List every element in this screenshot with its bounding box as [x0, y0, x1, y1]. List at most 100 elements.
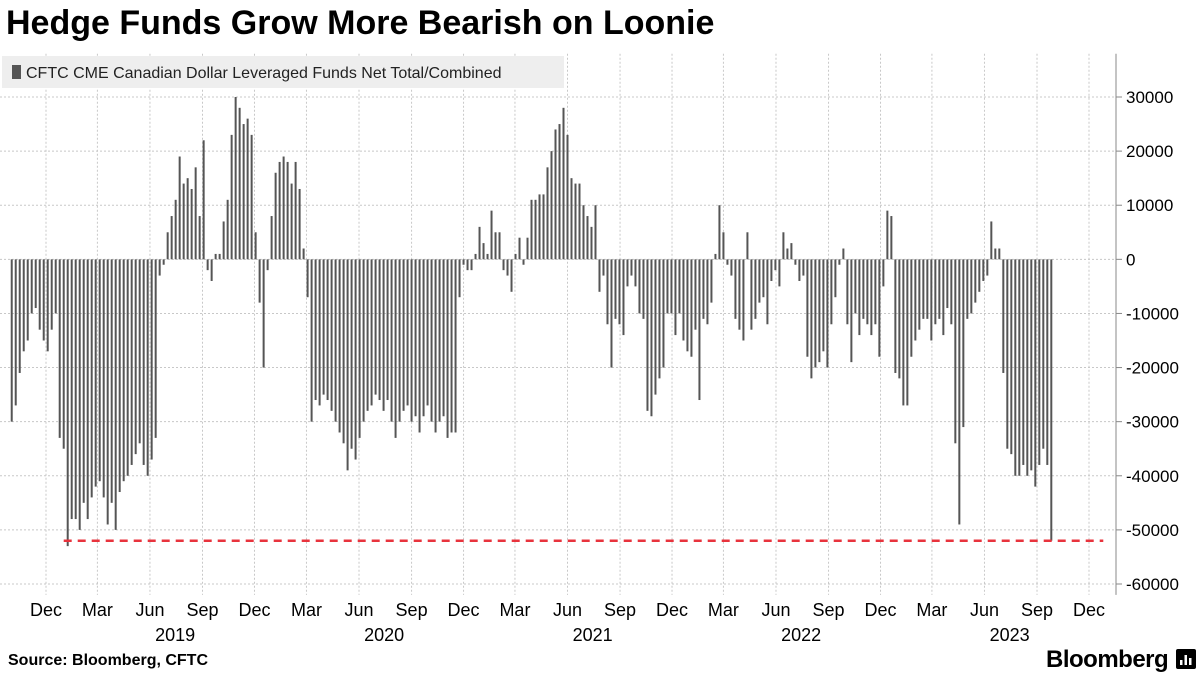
bar	[958, 259, 961, 525]
bar	[738, 259, 741, 330]
bar	[434, 259, 437, 433]
bar	[998, 248, 1001, 260]
bar	[702, 259, 705, 319]
bar	[890, 216, 893, 260]
bar	[22, 259, 25, 352]
legend-label: CFTC CME Canadian Dollar Leveraged Funds…	[26, 65, 501, 82]
y-tick-label: -60000	[1126, 575, 1179, 594]
bar	[722, 232, 725, 260]
bar	[954, 259, 957, 444]
bar	[410, 259, 413, 422]
bar	[670, 259, 673, 314]
bar	[58, 259, 61, 438]
bar	[506, 259, 509, 276]
bar	[398, 259, 401, 422]
x-tick-label: Sep	[1021, 600, 1053, 620]
bar	[942, 259, 945, 336]
y-axis: 30000 20000 10000 0 -10000 -20000 -30000 -40000…	[1115, 53, 1179, 595]
bar	[666, 259, 669, 314]
bar	[974, 259, 977, 303]
bar	[910, 259, 913, 357]
bar	[486, 253, 489, 260]
bar	[30, 259, 33, 314]
bar	[566, 134, 569, 260]
bar	[634, 259, 637, 287]
bar	[758, 259, 761, 303]
bar	[482, 243, 485, 260]
bar	[638, 259, 641, 314]
bar	[358, 259, 361, 438]
bar	[982, 259, 985, 281]
bar	[930, 259, 933, 341]
bar	[678, 259, 681, 314]
bar	[630, 259, 633, 276]
x-tick-label: Jun	[553, 600, 582, 620]
bar	[386, 259, 389, 401]
bar	[122, 259, 125, 482]
bar	[402, 259, 405, 411]
bar	[986, 259, 989, 276]
bar	[558, 124, 561, 260]
y-tick-label: -30000	[1126, 413, 1179, 432]
bar	[1042, 259, 1045, 449]
bar	[54, 259, 57, 314]
bar	[798, 259, 801, 281]
bar	[646, 259, 649, 411]
bar	[918, 259, 921, 330]
bar	[618, 259, 621, 325]
bar	[962, 259, 965, 428]
bar	[750, 259, 753, 330]
bar	[466, 259, 469, 271]
bar	[770, 259, 773, 281]
bar	[246, 118, 249, 260]
bar	[858, 259, 861, 336]
bar	[534, 199, 537, 260]
bar	[346, 259, 349, 471]
bar	[894, 259, 897, 373]
bar	[206, 259, 209, 271]
bar	[126, 259, 129, 476]
bar	[382, 259, 385, 411]
bar	[582, 205, 585, 260]
legend-background	[2, 56, 564, 88]
bar	[266, 259, 269, 271]
bar	[614, 259, 617, 319]
bar	[394, 259, 397, 438]
bar	[510, 259, 513, 292]
bar	[698, 259, 701, 401]
bar	[138, 259, 141, 444]
bar	[746, 232, 749, 260]
bar	[906, 259, 909, 406]
bar	[626, 259, 629, 287]
bar	[166, 232, 169, 260]
bar	[1034, 259, 1037, 487]
bar	[158, 259, 161, 276]
bar	[694, 259, 697, 330]
x-year-label: 2021	[573, 625, 613, 645]
bar	[250, 134, 253, 260]
bar	[526, 237, 529, 260]
bar	[198, 216, 201, 260]
bar	[350, 259, 353, 449]
bar	[106, 259, 109, 525]
bar	[814, 259, 817, 368]
legend: CFTC CME Canadian Dollar Leveraged Funds…	[2, 56, 564, 88]
x-year-label: 2020	[364, 625, 404, 645]
bar	[490, 210, 493, 260]
bar	[826, 259, 829, 368]
bar	[502, 259, 505, 271]
bar	[238, 107, 241, 260]
bar	[462, 259, 465, 265]
y-tick-label: 20000	[1126, 142, 1173, 161]
bar	[334, 259, 337, 422]
bar	[886, 210, 889, 260]
bar	[454, 259, 457, 433]
bar	[642, 259, 645, 319]
bar	[742, 259, 745, 341]
bar	[378, 259, 381, 401]
bar	[258, 259, 261, 303]
bloomberg-logo: Bloomberg	[1046, 646, 1169, 673]
x-tick-label: Dec	[865, 600, 897, 620]
bar	[154, 259, 157, 438]
